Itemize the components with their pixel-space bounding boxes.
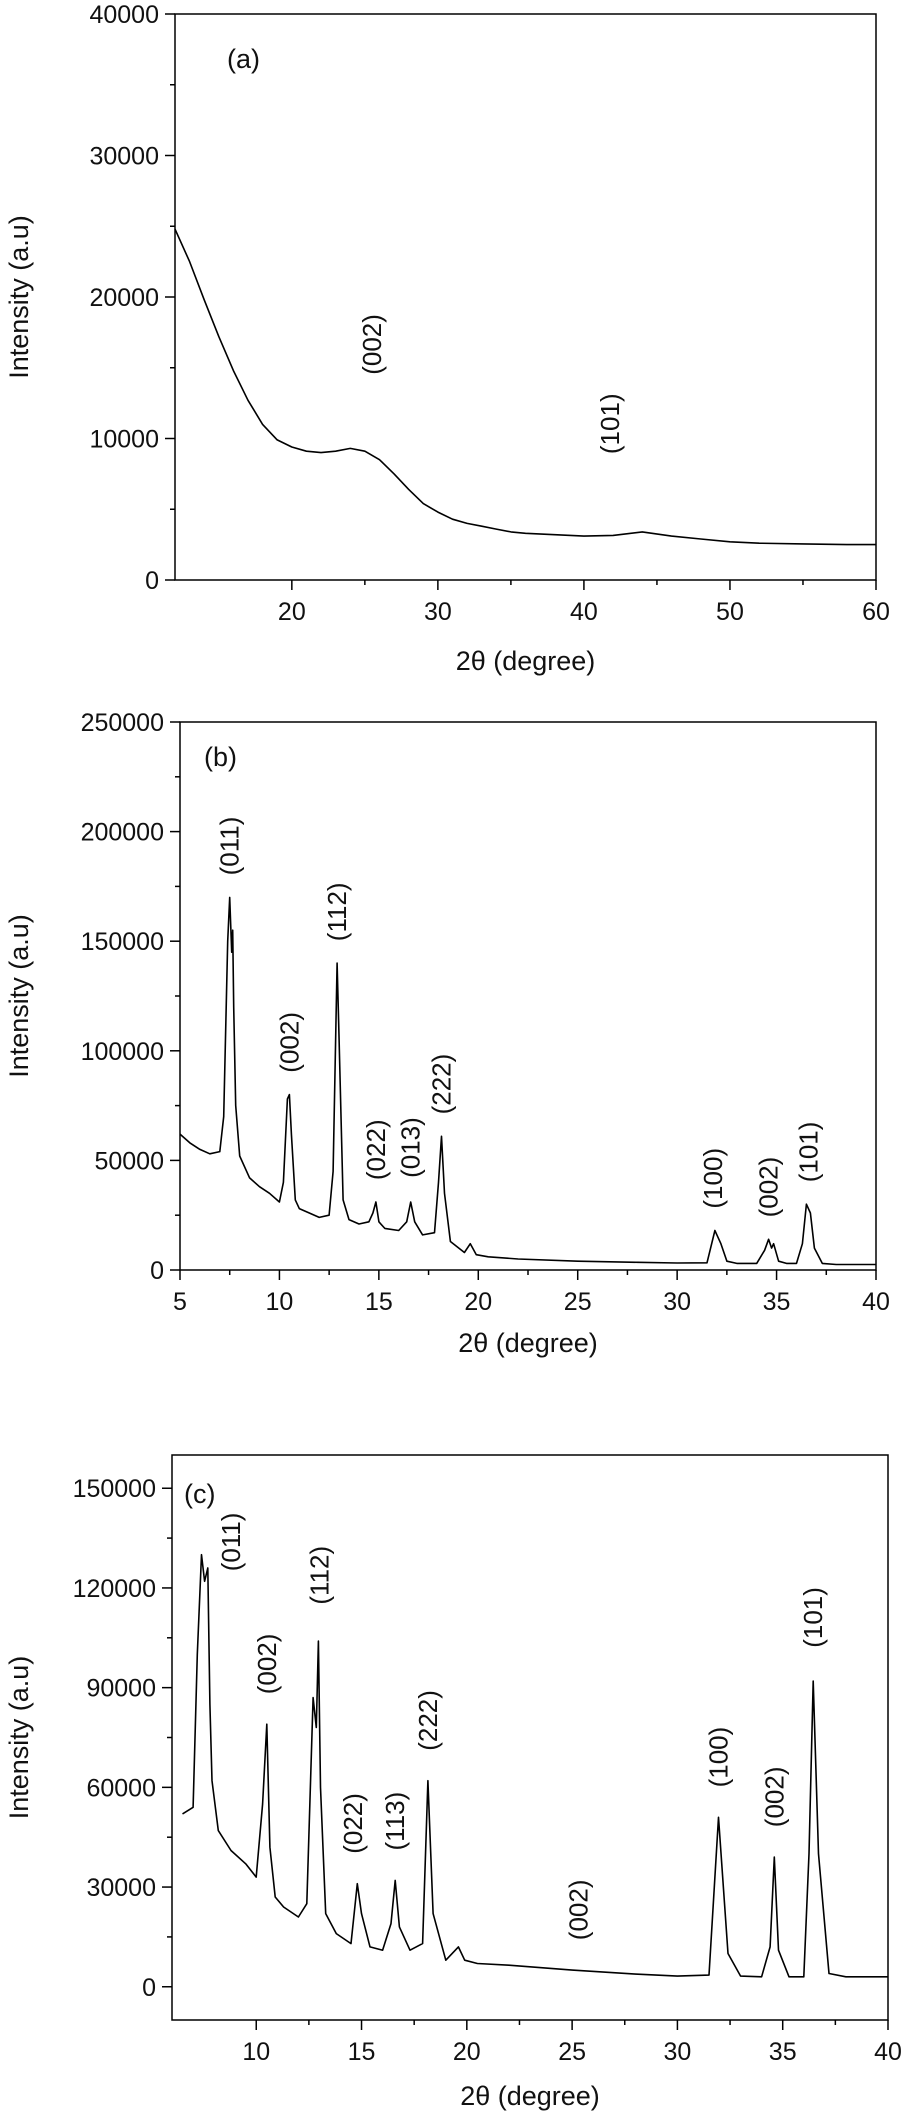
y-tick-label: 60000 — [86, 1774, 156, 1802]
y-tick-label: 90000 — [86, 1675, 156, 1703]
peak-label: (011) — [215, 817, 245, 876]
x-tick-label: 30 — [424, 598, 452, 626]
x-tick-label: 10 — [266, 1288, 294, 1316]
peak-label: (101) — [798, 1587, 828, 1648]
panel-label: (a) — [227, 44, 260, 74]
peak-label: (101) — [793, 1122, 823, 1183]
x-tick-label: 15 — [365, 1288, 393, 1316]
x-tick-label: 25 — [564, 1288, 592, 1316]
x-tick-label: 5 — [173, 1288, 187, 1316]
x-tick-label: 25 — [558, 2038, 586, 2066]
x-tick-label: 40 — [874, 2038, 902, 2066]
peak-label: (222) — [413, 1690, 443, 1751]
y-tick-label: 100000 — [81, 1038, 164, 1066]
x-tick-label: 10 — [242, 2038, 270, 2066]
y-tick-label: 40000 — [89, 1, 159, 29]
peak-label: (002) — [754, 1157, 784, 1218]
peak-label: (101) — [595, 393, 625, 454]
y-tick-label: 50000 — [94, 1147, 164, 1175]
peak-label: (113) — [380, 1792, 410, 1851]
plot-frame — [174, 13, 877, 581]
y-tick-label: 20000 — [89, 284, 159, 312]
peak-label: (100) — [698, 1148, 728, 1209]
x-axis-title: 2θ (degree) — [458, 1328, 598, 1358]
x-axis-title: 2θ (degree) — [456, 646, 596, 676]
x-tick-label: 40 — [862, 1288, 890, 1316]
x-tick-label: 35 — [769, 2038, 797, 2066]
xrd-trace — [179, 896, 876, 1266]
x-tick-label: 20 — [453, 2038, 481, 2066]
y-tick-label: 150000 — [73, 1475, 156, 1503]
x-tick-label: 30 — [663, 1288, 691, 1316]
x-tick-label: 20 — [278, 598, 306, 626]
xrd-trace — [174, 228, 876, 546]
peak-label: (013) — [396, 1117, 426, 1178]
y-tick-label: 30000 — [86, 1874, 156, 1902]
x-axis-title: 2θ (degree) — [460, 2081, 600, 2111]
x-tick-label: 30 — [664, 2038, 692, 2066]
peak-label: (100) — [704, 1727, 734, 1788]
x-tick-label: 60 — [862, 598, 890, 626]
x-tick-label: 15 — [348, 2038, 376, 2066]
y-tick-label: 10000 — [89, 426, 159, 454]
chart-panel-c: 10 15 20 25 30 35 40 0 30000 60000 90000 120000 1500… — [4, 1454, 902, 2111]
y-tick-label: 150000 — [81, 928, 164, 956]
peak-label: (011) — [216, 1513, 246, 1572]
x-tick-label: 40 — [570, 598, 598, 626]
y-tick-label: 200000 — [81, 819, 164, 847]
x-tick-label: 50 — [716, 598, 744, 626]
y-axis-title: Intensity (a.u) — [4, 1656, 34, 1820]
peak-label: (112) — [304, 1546, 334, 1605]
y-axis-title: Intensity (a.u) — [4, 215, 34, 379]
panel-label: (b) — [204, 742, 237, 772]
peak-label: (002) — [563, 1879, 593, 1940]
peak-label: (002) — [274, 1012, 304, 1073]
plot-frame — [171, 1454, 889, 2021]
y-tick-label: 30000 — [89, 143, 159, 171]
peak-label: (002) — [357, 314, 387, 375]
y-tick-label: 0 — [145, 567, 159, 595]
peak-label: (022) — [361, 1119, 391, 1180]
peak-label: (002) — [759, 1766, 789, 1827]
x-tick-label: 35 — [763, 1288, 791, 1316]
peak-label: (002) — [252, 1634, 282, 1695]
panel-label: (c) — [184, 1479, 215, 1509]
y-tick-label: 0 — [142, 1974, 156, 2002]
peak-label: (222) — [427, 1054, 457, 1115]
peak-label: (022) — [338, 1793, 368, 1854]
y-tick-label: 250000 — [81, 709, 164, 737]
x-tick-label: 20 — [464, 1288, 492, 1316]
y-tick-label: 120000 — [73, 1575, 156, 1603]
y-tick-label: 0 — [150, 1257, 164, 1285]
y-axis-title: Intensity (a.u) — [4, 914, 34, 1078]
xrd-trace — [182, 1553, 888, 1978]
peak-label: (112) — [322, 882, 352, 941]
chart-panel-b: 5 10 15 20 25 30 35 40 0 50000 100000 150000 200000 2… — [4, 709, 890, 1358]
chart-panel-a: 20 30 40 50 60 0 10000 20000 30000 40000 2θ (degre… — [4, 1, 890, 676]
